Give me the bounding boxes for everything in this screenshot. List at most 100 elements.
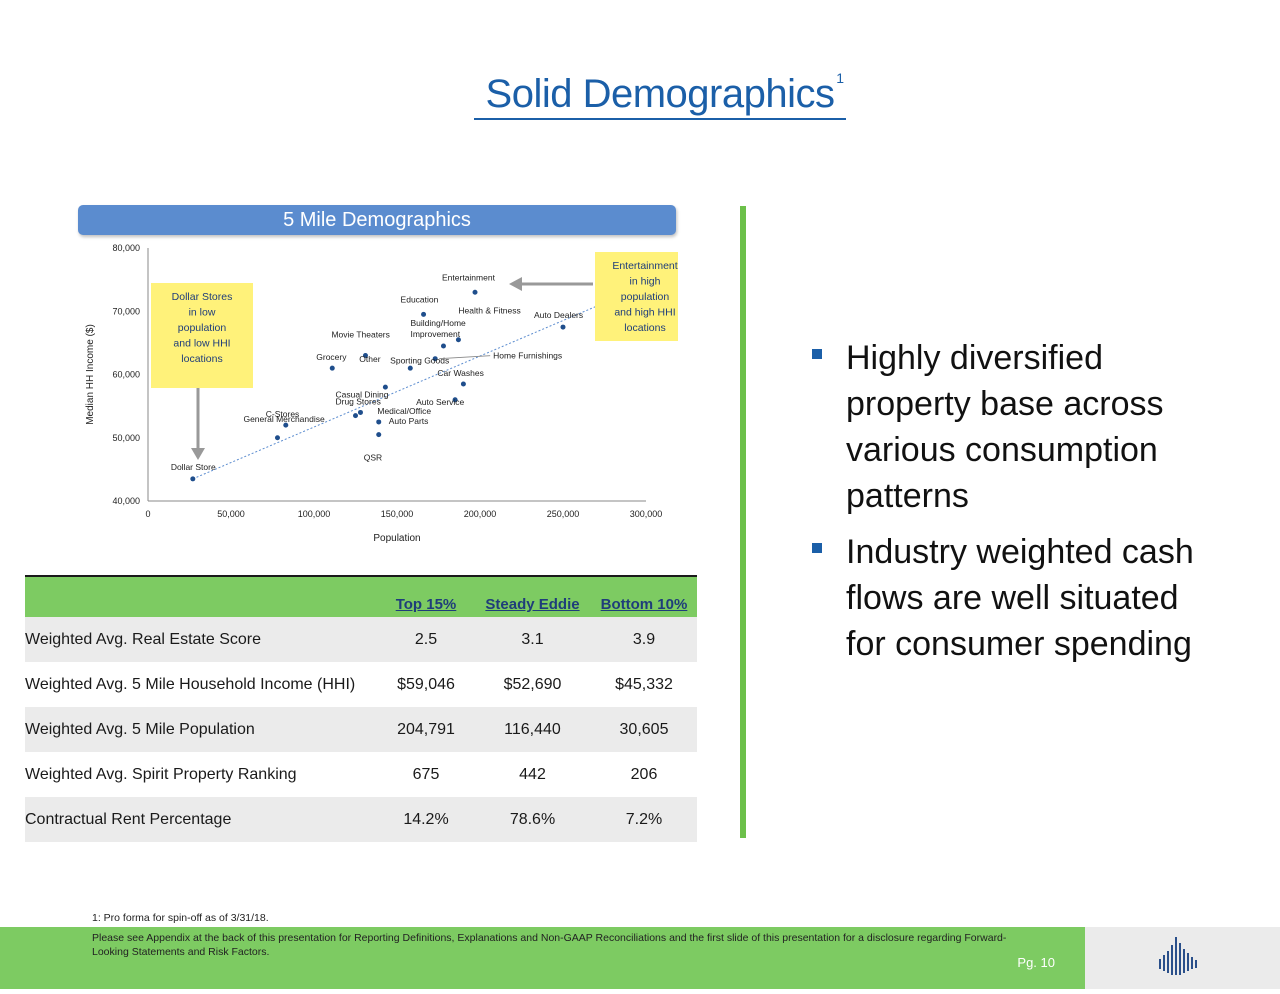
title-underline [474,118,846,120]
page-title: Solid Demographics [485,72,835,116]
page-title-block: Solid Demographics 1 [474,70,846,120]
data-point [283,422,289,428]
bullet-item: Highly diversified property base across … [806,335,1206,519]
annotation-high-text: locations [624,322,665,334]
point-label: Car Washes [437,368,483,378]
data-point [362,353,368,359]
point-label: Movie Theaters [331,330,389,340]
point-label: General Merchandise [243,414,325,424]
row-label: Weighted Avg. Real Estate Score [25,631,261,648]
cell-top-15: 14.2% [403,811,449,828]
data-point [452,397,458,403]
y-tick-label: 40,000 [112,496,140,506]
data-point [560,324,566,330]
cell-steady-eddie: 78.6% [509,811,556,828]
point-label: Entertainment [442,272,496,282]
demographics-table: Top 15% Steady Eddie Bottom 10% Weighted… [25,575,697,842]
data-point [432,356,438,362]
x-axis-title: Population [373,533,420,544]
cell-top-15: 675 [412,766,440,783]
table-row: Weighted Avg. 5 Mile Population 204,791 … [25,707,697,752]
bullet-text: Industry weighted cash flows are well si… [846,533,1194,663]
x-tick-label: 0 [145,509,150,519]
square-bullet-icon [812,543,822,553]
cell-bottom-10: 30,605 [619,721,669,738]
point-label: Auto Service [416,397,464,407]
annotation-box-low [151,283,253,388]
annotation-low-text: Dollar Stores [172,291,233,303]
trend-line [192,304,600,480]
table-header: Top 15% Steady Eddie Bottom 10% [25,575,697,617]
point-label: Auto Parts [389,416,429,426]
row-label: Weighted Avg. 5 Mile Household Income (H… [25,676,356,693]
point-label: Building/Home [410,318,466,328]
table-row: Weighted Avg. 5 Mile Household Income (H… [25,662,697,707]
data-point [376,419,382,425]
point-label: Education [401,294,439,304]
cell-bottom-10: 3.9 [632,631,656,648]
title-footnote-marker: 1 [836,70,844,86]
bullet-list: Highly diversified property base across … [806,335,1206,677]
y-tick-label: 70,000 [112,306,140,316]
disclaimer-text: Please see Appendix at the back of this … [92,932,1007,958]
data-point [329,365,335,371]
data-point [274,435,280,441]
arrow-down-head [191,448,205,460]
cell-steady-eddie: 116,440 [504,721,561,738]
cell-bottom-10: 206 [630,766,658,783]
x-tick-label: 200,000 [464,509,497,519]
point-label: Health & Fitness [458,306,520,316]
data-point [472,289,478,295]
cell-top-15: 2.5 [414,631,438,648]
point-label: Improvement [410,329,460,339]
x-tick-label: 50,000 [217,509,245,519]
annotation-high-text: Entertainment [612,260,677,272]
data-point [460,381,466,387]
point-label: Casual Dining [336,390,389,400]
footer-bar: Please see Appendix at the back of this … [0,927,1085,989]
page-number: Pg. 10 [1017,955,1055,970]
point-label: Medical/Office [377,406,431,416]
table-row: Weighted Avg. Spirit Property Ranking 67… [25,752,697,797]
demographics-scatter-chart: 40,000 50,000 60,000 70,000 80,000 0 50,000 100… [85,243,678,544]
data-point [376,432,382,438]
data-point [353,413,358,419]
header-steady-eddie: Steady Eddie [485,596,580,613]
point-label: Drug Stores [335,396,380,406]
header-bottom-10: Bottom 10% [600,596,688,613]
x-tick-label: 250,000 [547,509,580,519]
square-bullet-icon [812,349,822,359]
table-row: Weighted Avg. Real Estate Score 2.5 3.1 … [25,617,697,662]
spirit-logo-icon [1159,937,1197,975]
annotation-label: Home Furnishings [493,351,562,361]
point-label: QSR [364,453,382,463]
annotation-high-text: in high [630,276,661,288]
annotation-box-high [595,252,678,341]
footnote: 1: Pro forma for spin-off as of 3/31/18. [92,912,269,924]
row-label: Contractual Rent Percentage [25,811,232,828]
bullet-item: Industry weighted cash flows are well si… [806,529,1206,667]
x-tick-label: 300,000 [630,509,663,519]
company-logo-area [1085,927,1280,989]
cell-top-15: $59,046 [397,676,455,693]
x-tick-label: 100,000 [298,509,331,519]
cell-bottom-10: 7.2% [625,811,663,828]
y-tick-label: 60,000 [112,370,140,380]
y-tick-label: 50,000 [112,433,140,443]
point-label: Sporting Goods [390,356,449,366]
point-label: Other [359,354,380,364]
annotation-high-text: population [621,291,670,303]
data-point [440,343,446,349]
leader-line [439,355,491,360]
bullet-text: Highly diversified property base across … [846,339,1164,515]
annotation-low-text: in low [189,307,216,319]
cell-steady-eddie: 442 [519,766,546,783]
cell-steady-eddie: $52,690 [503,676,562,693]
x-tick-label: 150,000 [381,509,414,519]
divider-bar [740,206,746,838]
chart-header: 5 Mile Demographics [78,205,676,235]
point-label: Grocery [316,352,347,362]
data-point [382,384,388,390]
annotation-high-text: and high HHI [614,307,675,319]
point-label: Auto Dealers [534,310,583,320]
